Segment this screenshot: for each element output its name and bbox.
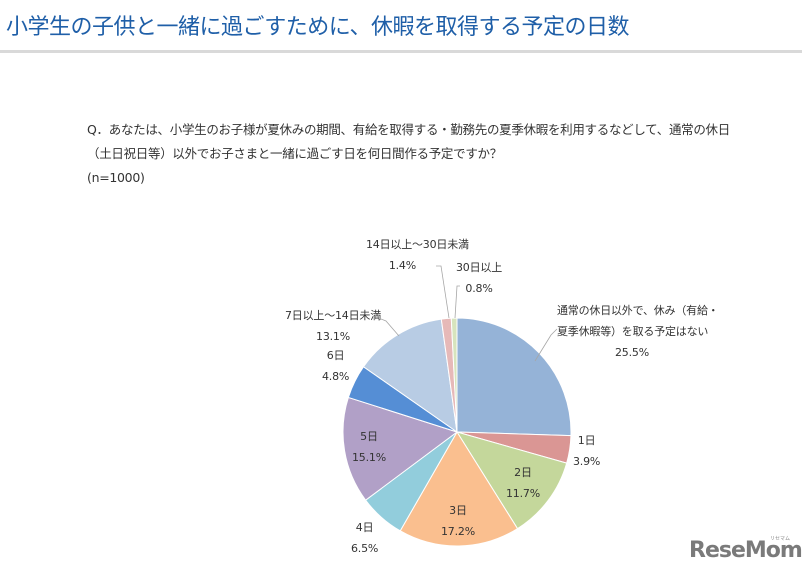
title-divider (0, 50, 802, 53)
label-14to30: 14日以上～30日未満 1.4% (366, 234, 469, 276)
pie-slice (450, 317, 458, 433)
label-14to30-pct: 1.4% (388, 259, 416, 272)
pie-slice (362, 318, 458, 434)
leader-line-30plus (454, 285, 460, 319)
label-6day-name: 6日 (326, 349, 345, 362)
label-2day-name: 2日 (514, 466, 532, 479)
label-2day-pct: 11.7% (506, 487, 540, 500)
question-line-1: Q．あなたは、小学生のお子様が夏休みの期間、有給を取得する・勤務先の夏季休暇を利… (87, 122, 730, 137)
pie-slice (455, 431, 568, 530)
question-line-2: （土日祝日等）以外でお子さまと一緒に過ごす日を何日間作る予定ですか？ (87, 146, 502, 161)
leader-line-14-30 (436, 265, 450, 319)
label-4day-name: 4日 (355, 521, 374, 534)
label-7to14-pct: 13.1% (316, 330, 350, 343)
label-5day-pct: 15.1% (352, 451, 386, 464)
label-1day-pct: 3.9% (573, 455, 601, 468)
label-1day: 1日 3.9% (573, 430, 600, 472)
label-3day-pct: 17.2% (441, 525, 475, 538)
label-6day-pct: 4.8% (322, 370, 350, 383)
label-no-leave: 通常の休日以外で、休み（有給・ 夏季休暇等）を取る予定はない 25.5% (557, 300, 719, 363)
label-30plus-name: 30日以上 (456, 261, 502, 274)
pie-slice (456, 317, 572, 437)
resemom-logo: ReseMom (689, 538, 802, 563)
label-2day: 2日 11.7% (506, 462, 540, 504)
sample-size: (n=1000) (87, 170, 145, 185)
leader-line-7-14 (380, 318, 400, 337)
label-3day-name: 3日 (449, 504, 467, 517)
label-5day-name: 5日 (360, 430, 378, 443)
pie-slices (342, 317, 572, 547)
page-title: 小学生の子供と一緒に過ごすために、休暇を取得する予定の日数 (6, 15, 630, 40)
label-4day-pct: 6.5% (351, 542, 379, 555)
label-7to14-name: 7日以上～14日未満 (285, 309, 381, 322)
label-7to14: 7日以上～14日未満 13.1% (285, 305, 381, 347)
leader-line-none (534, 328, 558, 362)
label-30plus: 30日以上 0.8% (456, 257, 502, 299)
resemom-logo-sub: リセマム (770, 536, 791, 542)
label-5day: 5日 15.1% (352, 426, 386, 468)
label-4day: 4日 6.5% (351, 517, 378, 559)
label-30plus-pct: 0.8% (465, 282, 493, 295)
leader-lines (380, 265, 558, 362)
label-1day-name: 1日 (577, 434, 596, 447)
pie-slice (399, 431, 519, 547)
label-no-leave-name: 通常の休日以外で、休み（有給・ (557, 304, 719, 317)
label-no-leave-pct: 25.5% (615, 346, 649, 359)
label-6day: 6日 4.8% (322, 345, 349, 387)
label-no-leave-name-2: 夏季休暇等）を取る予定はない (557, 325, 709, 338)
survey-question: Q．あなたは、小学生のお子様が夏休みの期間、有給を取得する・勤務先の夏季休暇を利… (87, 118, 730, 190)
label-3day: 3日 17.2% (441, 500, 475, 542)
label-14to30-name: 14日以上～30日未満 (366, 238, 469, 251)
